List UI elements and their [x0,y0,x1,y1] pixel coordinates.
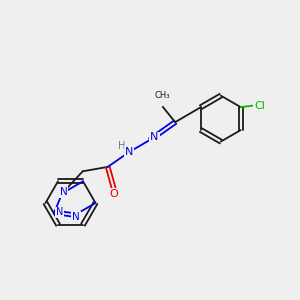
Text: Cl: Cl [254,101,265,111]
Text: N: N [60,187,68,197]
Text: N: N [72,212,80,221]
Text: CH₃: CH₃ [154,92,170,100]
Text: H: H [118,141,125,151]
Text: N: N [150,133,159,142]
Text: N: N [125,147,133,157]
Text: O: O [110,189,118,199]
Text: N: N [56,207,63,217]
